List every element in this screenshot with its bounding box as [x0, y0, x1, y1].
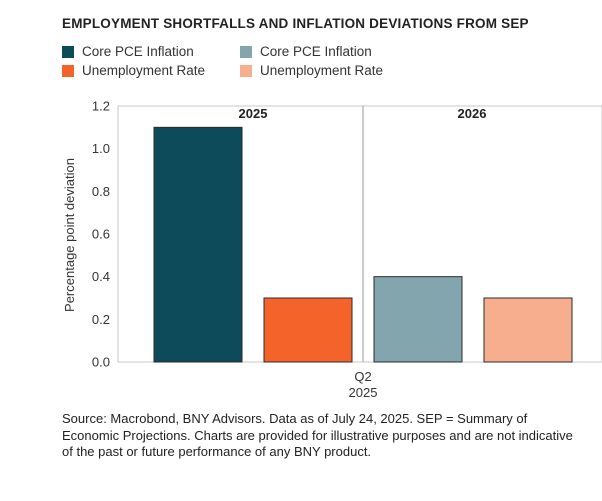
legend-item-core-pce-2025: Core PCE Inflation: [62, 44, 194, 59]
chart-title: EMPLOYMENT SHORTFALLS AND INFLATION DEVI…: [62, 16, 529, 31]
legend-swatch: [62, 64, 74, 77]
legend-item-unemployment-2026: Unemployment Rate: [240, 63, 383, 78]
y-tick-label: 0.8: [92, 184, 110, 199]
y-tick-label: 0.6: [92, 227, 110, 242]
y-tick-label: 1.0: [92, 141, 110, 156]
legend-swatch: [240, 64, 252, 77]
bar-2026-unemployment-rate: [483, 297, 573, 363]
legend-swatch: [62, 45, 74, 58]
y-tick-label: 0.4: [92, 269, 110, 284]
legend-swatch: [240, 45, 252, 58]
legend-label: Core PCE Inflation: [82, 44, 194, 59]
bar-2026-core-pce-inflation: [373, 276, 463, 363]
x-axis-label-year: 2025: [349, 385, 378, 400]
y-tick-label: 1.2: [92, 99, 110, 114]
bar-2025-unemployment-rate: [263, 297, 353, 363]
legend-item-unemployment-2025: Unemployment Rate: [62, 63, 205, 78]
y-axis-label: Percentage point deviation: [62, 158, 77, 312]
y-tick-label: 0.2: [92, 312, 110, 327]
y-tick-label: 0.0: [92, 355, 110, 370]
legend-item-core-pce-2026: Core PCE Inflation: [240, 44, 372, 59]
source-note: Source: Macrobond, BNY Advisors. Data as…: [62, 411, 573, 459]
plot-frame: [117, 105, 602, 363]
legend-label: Unemployment Rate: [82, 63, 206, 78]
legend-label: Unemployment Rate: [260, 63, 384, 78]
bar-2025-core-pce-inflation: [153, 126, 243, 363]
legend-label: Core PCE Inflation: [260, 44, 372, 59]
x-axis-label-quarter: Q2: [354, 369, 371, 384]
group-label-2025: 2025: [239, 106, 268, 121]
group-label-2026: 2026: [458, 106, 487, 121]
